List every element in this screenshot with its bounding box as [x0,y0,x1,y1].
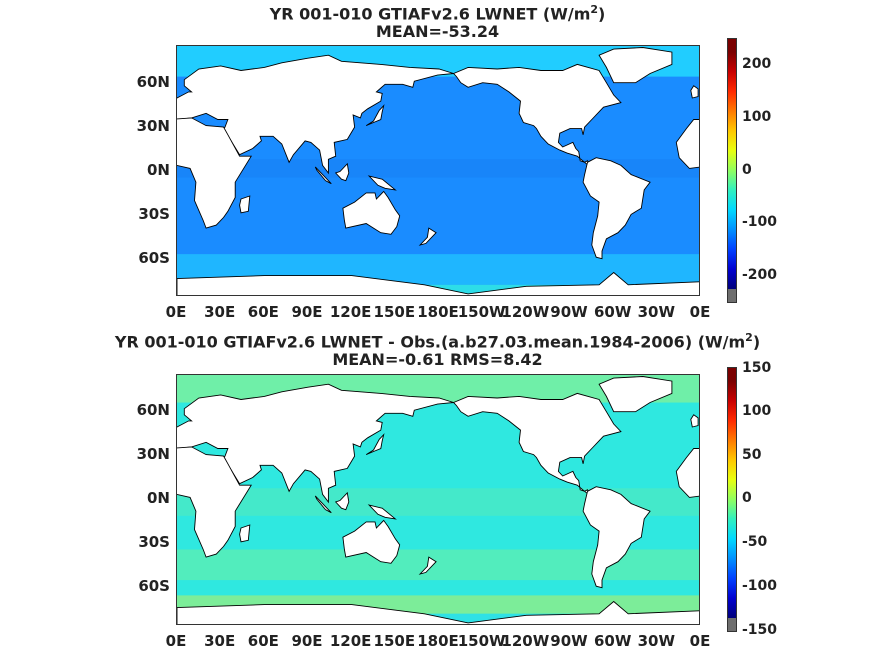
landmass-s-america [582,157,651,260]
field-band [177,159,699,178]
lon-tick-label: 30E [204,303,236,321]
lon-tick-label: 90W [550,303,588,321]
lon-tick-label: 120W [501,303,550,321]
map-field [177,375,699,624]
landmass-madagascar [239,195,251,214]
bottom-title-line1: YR 001-010 GTIAFv2.6 LWNET - Obs.(a.b27.… [114,331,761,352]
lon-tick-label: 150E [373,632,416,650]
lon-tick-label: 90E [291,632,323,650]
colorbar-tick-label: 200 [742,56,772,72]
lon-tick-label: 150W [457,632,506,650]
landmass-n-america [452,63,622,168]
landmass-s-america [582,486,651,589]
lon-tick-label: 0E [165,632,187,650]
landmass-australia [342,519,401,564]
lon-tick-label: 150W [457,303,506,321]
bottom-map [176,374,700,625]
colorbar-gradient [728,381,736,618]
colorbar-tick-label: -150 [742,622,778,638]
lon-tick-label: 120E [329,632,372,650]
colorbar-darkgray-segment [728,618,736,631]
landmass-africa-wrap [675,448,699,498]
top-lat-label: 30N [136,117,170,135]
colorbar-tick-label: 100 [742,109,772,125]
colorbar-tick-label: -100 [742,578,778,594]
lon-tick-label: 150E [373,303,416,321]
lon-tick-label: 120W [501,632,550,650]
landmass-africa [177,117,253,229]
lon-tick-label: 60E [247,303,279,321]
landmass-sumatra [314,166,332,185]
landmass-uk [690,414,699,428]
colorbar-top-segment [728,39,736,52]
landmass-eurasia [177,383,454,504]
bottom-lat-label: 60S [138,577,170,595]
top-lat-label: 60N [136,73,170,91]
landmass-n-america [452,392,622,497]
landmass-sumatra [314,495,332,514]
landmass-africa [177,446,253,558]
landmass-australia [342,190,401,235]
bottom-title-mean: MEAN=-0.61 RMS=8.42 [332,350,543,369]
landmass-greenland [598,47,673,84]
lon-tick-label: 120E [329,303,372,321]
lon-tick-label: 90W [550,632,588,650]
colorbar-darkgray-segment [728,289,736,302]
landmass-new-guinea [367,504,397,520]
lon-tick-label: 60W [593,632,632,650]
bottom-lat-label: 30S [138,533,170,551]
lon-tick-label: 60W [593,303,632,321]
bottom-lat-label: 60N [136,401,170,419]
top-lat-label: 0N [147,161,170,179]
landmass-nz [418,227,437,246]
lon-tick-label: 30W [637,632,676,650]
landmass-uk [690,85,699,99]
colorbar-tick-label: 150 [742,360,772,376]
landmass-madagascar [239,524,251,543]
landmass-antarctica [177,271,699,295]
top-lat-label: 30S [138,205,170,223]
landmass-antarctica [177,600,699,624]
top-title-line1: YR 001-010 GTIAFv2.6 LWNET (W/m2) [269,3,606,24]
top-map [176,45,700,296]
lon-tick-label: 60E [247,632,279,650]
lon-tick-label: 0E [165,303,187,321]
lon-tick-label: 90E [291,303,323,321]
colorbar-tick-label: -200 [742,267,778,283]
map-field [177,46,699,295]
lon-tick-label: 0E [689,303,711,321]
colorbar-tick-label: 50 [742,447,762,463]
landmass-borneo [334,162,350,182]
landmass-nz [418,556,437,575]
landmass-africa-wrap [675,119,699,169]
colorbar-tick-label: -100 [742,214,778,230]
landmass-japan [365,433,385,456]
lon-tick-label: 0E [689,632,711,650]
lon-tick-label: 30E [204,632,236,650]
colorbar-tick-label: -50 [742,534,768,550]
landmass-japan [365,104,385,127]
colorbar-tick-label: 0 [742,490,752,506]
colorbar-gradient [728,52,736,289]
lon-tick-label: 30W [637,303,676,321]
lon-tick-label: 180E [417,632,459,650]
bottom-colorbar [727,367,737,632]
landmass-greenland [598,376,673,413]
colorbar-top-segment [728,368,736,381]
landmass-new-guinea [367,175,397,191]
bottom-lat-label: 0N [147,489,170,507]
colorbar-tick-label: 100 [742,403,772,419]
landmass-borneo [334,491,350,511]
top-colorbar [727,38,737,303]
top-lat-label: 60S [138,249,170,267]
landmass-eurasia [177,54,454,175]
colorbar-tick-label: 0 [742,162,752,178]
bottom-lat-label: 30N [136,445,170,463]
top-title-mean: MEAN=-53.24 [375,22,500,41]
lon-tick-label: 180E [417,303,459,321]
